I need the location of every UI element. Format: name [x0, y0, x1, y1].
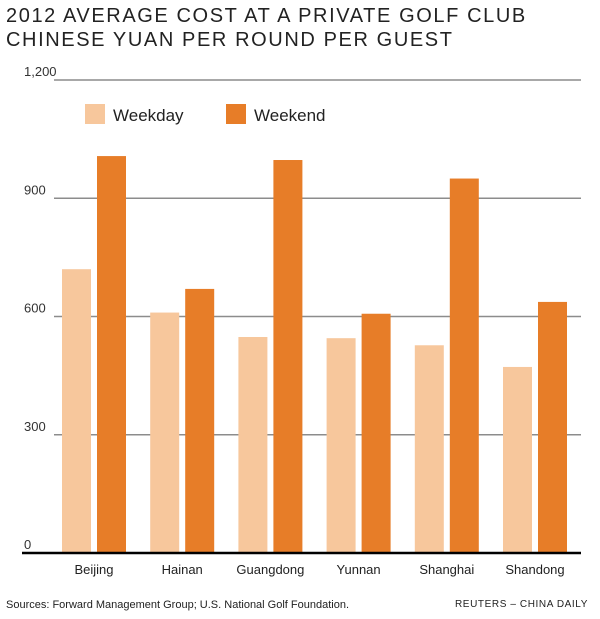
legend-label-weekday: Weekday: [113, 106, 184, 125]
bar-weekday: [62, 269, 91, 553]
bar-weekday: [326, 338, 356, 553]
bar-weekday: [503, 366, 532, 553]
x-tick-label: Hainan: [162, 562, 203, 577]
x-tick-label: Shanghai: [419, 562, 474, 577]
legend-swatch-weekend: [226, 104, 246, 124]
bar-weekend: [273, 160, 303, 553]
bar-weekend: [361, 313, 391, 553]
chart-title-line-2: CHINESE YUAN PER ROUND PER GUEST: [6, 29, 454, 51]
bar-weekday: [238, 336, 268, 553]
y-tick-label: 0: [24, 537, 31, 552]
chart-title: 2012 AVERAGE COST AT A PRIVATE GOLF CLUB…: [6, 4, 527, 52]
legend-swatch-weekday: [85, 104, 105, 124]
x-tick-label: Guangdong: [236, 562, 304, 577]
x-axis: Beijing Hainan Guangdong Yunnan Shanghai Shan…: [22, 551, 581, 577]
x-tick-label: Shandong: [505, 562, 564, 577]
y-tick-label: 600: [24, 301, 46, 316]
y-tick-label: 900: [24, 182, 46, 197]
chart-title-line-1: 2012 AVERAGE COST AT A PRIVATE GOLF CLUB: [6, 5, 527, 27]
bar-weekday: [150, 312, 180, 553]
legend: Weekday Weekend: [85, 104, 326, 125]
credit: REUTERS – CHINA DAILY: [454, 599, 588, 610]
bar-weekend: [538, 301, 567, 553]
y-tick-label: 1,200: [24, 64, 57, 79]
bar-weekend: [185, 288, 215, 553]
bar-weekend: [97, 156, 126, 554]
bars: [62, 156, 567, 554]
x-tick-label: Yunnan: [337, 562, 381, 577]
legend-label-weekend: Weekend: [254, 106, 326, 125]
source-note: Sources: Forward Management Group; U.S. …: [6, 599, 350, 611]
bar-weekend: [449, 178, 479, 553]
bar-weekday: [414, 345, 444, 553]
x-tick-label: Beijing: [74, 562, 113, 577]
y-tick-label: 300: [24, 419, 46, 434]
gridlines: 0 300 600 900 1,200: [24, 64, 581, 552]
